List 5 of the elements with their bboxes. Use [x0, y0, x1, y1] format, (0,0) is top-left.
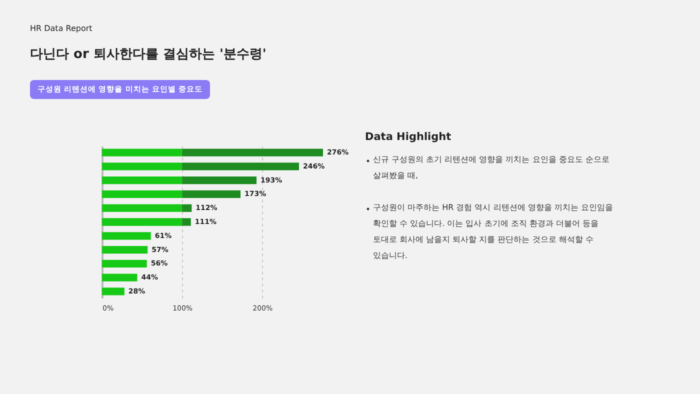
text: HR Data Report — [30, 24, 92, 33]
text: Data Highlight — [365, 131, 452, 143]
text: 신규 구성원의 초기 리텐션에 영향을 끼치는 요인을 중요도 순으로 살펴봤을 때, — [373, 155, 610, 180]
chart-title: 다닌다 or 퇴사한다를 결심하는 '분수령' — [30, 47, 266, 62]
text: 구성원이 마주하는 HR 경험 역시 리텐션에 영향을 끼치는 요인임을 확인할 수 있습니다. 이는 입사 초기에 조직 환경과 더불어 등을 토대로 회사에 남을지 퇴사할 지를 판단하는 것으로 해석할 수 있습니다. — [373, 203, 613, 260]
